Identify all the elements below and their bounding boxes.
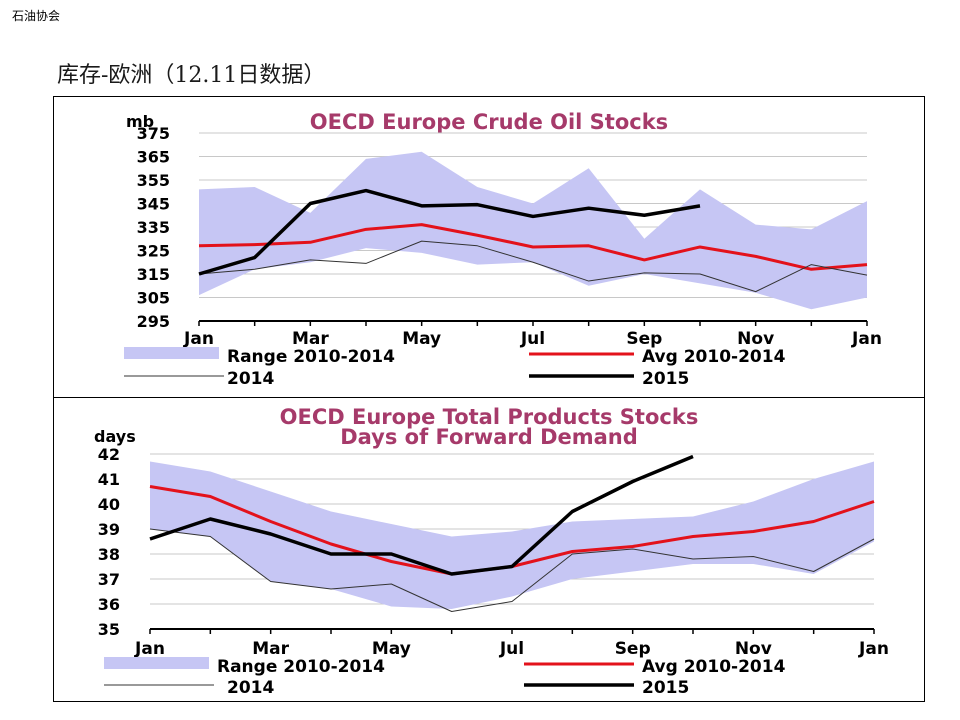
x-tick-label: Jan (134, 639, 165, 659)
y-tick-label: 355 (137, 171, 170, 190)
y-tick-label: 38 (98, 545, 120, 564)
y-tick-label: 295 (137, 312, 170, 331)
line-2015 (149, 454, 694, 576)
y-tick-label: 41 (98, 470, 120, 489)
range-band-area (199, 151, 867, 310)
x-tick-label: Mar (252, 639, 289, 659)
legend-label-2014: 2014 (227, 369, 274, 389)
products-stocks-chart-panel: OECD Europe Total Products Stocks Days of… (53, 397, 925, 702)
range-band-area (150, 461, 874, 609)
y-tick-label: 37 (98, 570, 120, 589)
y-tick-label: 39 (98, 520, 120, 539)
legend-label-avg: Avg 2010-2014 (642, 657, 786, 677)
y-tick-label: 345 (137, 195, 170, 214)
y-tick-label: 315 (137, 265, 170, 284)
y-tick-label: 42 (98, 445, 120, 464)
chart-title: OECD Europe Crude Oil Stocks (310, 110, 668, 134)
y-tick-label: 36 (98, 595, 120, 614)
x-tick-label: Jan (851, 329, 882, 349)
legend-label-2015: 2015 (642, 678, 689, 698)
x-tick-label: Jan (858, 639, 889, 659)
y-tick-label: 325 (137, 242, 170, 261)
y-tick-label: 305 (137, 289, 170, 308)
legend-swatch-range (124, 347, 219, 359)
x-tick-label: Nov (737, 329, 774, 349)
x-tick-label: Mar (292, 329, 329, 349)
x-tick-label: May (402, 329, 441, 349)
y-tick-label: 35 (98, 620, 120, 639)
y-tick-label: 365 (137, 148, 170, 167)
x-tick-label: Jan (183, 329, 214, 349)
y-axis-unit-label: days (94, 427, 136, 446)
y-tick-label: 40 (98, 495, 120, 514)
x-tick-label: Sep (615, 639, 651, 659)
legend-label-2014: 2014 (227, 678, 274, 698)
chart-title: OECD Europe Total Products Stocks (280, 405, 699, 429)
legend-label-2015: 2015 (642, 369, 689, 389)
avg-2010-2014-line (198, 223, 868, 271)
y-tick-label: 335 (137, 218, 170, 237)
crude-oil-stocks-chart: OECD Europe Crude Oil Stocks mb 295 305 315 3… (124, 110, 882, 389)
legend-label-avg: Avg 2010-2014 (642, 347, 786, 367)
slide-title: 库存-欧洲（12.11日数据） (57, 63, 326, 88)
x-tick-label: Sep (626, 329, 662, 349)
line-2015 (198, 188, 701, 276)
x-tick-label: Nov (735, 639, 772, 659)
y-tick-label: 375 (137, 124, 170, 143)
legend-label-range: Range 2010-2014 (217, 657, 385, 677)
line-2014 (198, 240, 868, 293)
y-axis-unit-label: mb (126, 112, 154, 131)
legend-swatch-range (104, 657, 209, 669)
organization-label: 石油协会 (12, 9, 61, 23)
x-tick-label: May (372, 639, 411, 659)
x-tick-label: Jul (499, 639, 524, 659)
crude-oil-stocks-chart-panel: OECD Europe Crude Oil Stocks mb 295 305 315 3… (53, 96, 925, 398)
chart-subtitle: Days of Forward Demand (340, 425, 638, 449)
legend-label-range: Range 2010-2014 (227, 347, 395, 367)
line-2014 (149, 528, 875, 612)
x-tick-label: Jul (520, 329, 545, 349)
